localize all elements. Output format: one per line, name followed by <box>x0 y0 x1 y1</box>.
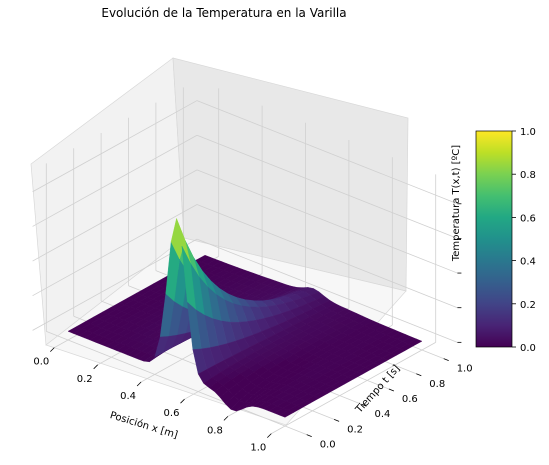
colorbar-tick-label: 0.6 <box>520 213 536 224</box>
x-tick-label: 1.0 <box>250 443 266 454</box>
x-tick-label: 0.6 <box>164 408 180 419</box>
colorbar-tick-label: 0.8 <box>520 170 536 181</box>
y-tick-label: 0.2 <box>347 424 363 435</box>
colorbar-tick-label: 0.2 <box>520 300 536 311</box>
surface-patch <box>279 410 295 418</box>
colorbar-ticks: 0.0 0.2 0.4 0.6 0.8 1.0 <box>512 127 536 354</box>
y-tick-label: 1.0 <box>457 364 473 375</box>
colorbar-gradient <box>475 130 513 348</box>
colorbar: 0.0 0.2 0.4 0.6 0.8 1.0 <box>475 127 536 354</box>
temperature-surface <box>67 217 423 418</box>
x-tick-label: 0.4 <box>120 391 136 402</box>
x-tick-label: 0.2 <box>77 374 93 385</box>
x-tick-label: 0.0 <box>33 357 49 368</box>
z-axis-label: Temperatura T(x,t) [ºC] <box>451 145 462 262</box>
y-tick-label: 0.6 <box>402 394 418 405</box>
chart-title: Evolución de la Temperatura en la Varill… <box>101 6 346 20</box>
y-tick-label: 0.4 <box>375 409 391 420</box>
y-tick-label: 0.8 <box>429 379 445 390</box>
colorbar-tick-label: 0.0 <box>520 343 536 354</box>
y-tick-label: 0.0 <box>320 440 336 451</box>
x-tick-label: 0.8 <box>207 425 223 436</box>
colorbar-tick-label: 1.0 <box>520 127 536 138</box>
colorbar-tick-label: 0.4 <box>520 257 536 268</box>
